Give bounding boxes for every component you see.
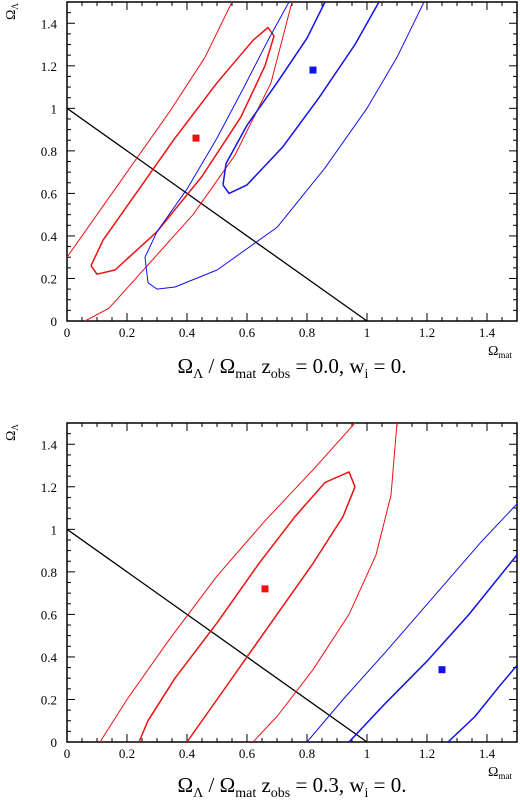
red-contour-1	[138, 471, 356, 742]
x-tick-label: 0.6	[239, 325, 256, 340]
caption-sub: i	[365, 786, 369, 800]
y-tick-label: 0.8	[41, 144, 57, 159]
red-best-fit-point	[192, 134, 200, 142]
plot-panel-2: 0 0.2 0.4 0.6 0.8 1 1.2 1.4 0 0.2 0.4 0.6 0.8 1 1.2 1.4…	[4, 422, 518, 800]
plot-caption: ΩΛ / Ωmat zobs = 0.0, wi = 0.	[178, 354, 407, 382]
x-tick-label: 0.8	[299, 325, 315, 340]
blue-contour-7	[144, 2, 290, 283]
blue-contour-5	[222, 2, 326, 186]
y-axis-label: ΩΛ	[4, 3, 20, 20]
caption-part: z	[256, 354, 271, 378]
caption-part: z	[256, 773, 271, 797]
y-tick-label: 0	[51, 314, 58, 329]
red-contour-2	[99, 423, 356, 742]
y-axis-label: ΩΛ	[4, 424, 20, 441]
y-tick-label: 1.4	[41, 16, 58, 31]
caption-part: /	[203, 773, 219, 797]
blue-best-fit-point	[438, 666, 446, 674]
y-axis-label-main: Ω	[4, 10, 19, 20]
y-tick-label: 0	[51, 735, 58, 750]
x-tick-label: 0.4	[179, 746, 196, 761]
x-axis-label: Ωmat	[488, 344, 512, 360]
flat-universe-line	[67, 107, 368, 321]
x-tick-label: 1	[364, 746, 371, 761]
x-axis-label-sub: mat	[498, 771, 512, 781]
x-tick-label: 1.2	[419, 746, 435, 761]
caption-part: Ω	[178, 773, 194, 797]
y-tick-label: 0.8	[41, 565, 57, 580]
caption-part: /	[203, 354, 219, 378]
y-tick-label: 1	[51, 101, 58, 116]
caption-part: Ω	[220, 354, 236, 378]
y-tick-label: 1.2	[41, 59, 57, 74]
y-tick-label: 0.2	[41, 271, 57, 286]
y-tick-label: 0.6	[41, 607, 58, 622]
plot-frame	[66, 422, 518, 743]
red-best-fit-point	[261, 585, 269, 593]
caption-part: = 0.	[368, 354, 406, 378]
blue-contour-6	[447, 664, 517, 742]
blue-contour-5	[348, 554, 517, 742]
caption-part: = 0.0, w	[290, 354, 365, 378]
x-tick-label: 1.2	[419, 325, 435, 340]
caption-part: Ω	[178, 354, 194, 378]
caption-part: = 0.	[368, 773, 406, 797]
caption-sub: i	[365, 367, 369, 382]
blue-best-fit-point	[309, 66, 317, 74]
x-axis-label-main: Ω	[488, 344, 498, 359]
y-tick-label: 0.4	[41, 650, 58, 665]
x-tick-label: 0.4	[179, 325, 196, 340]
x-tick-label: 0	[64, 325, 71, 340]
x-tick-label: 1.4	[479, 325, 496, 340]
plot-data-area	[67, 423, 517, 742]
y-axis-label-sub: Λ	[10, 424, 20, 431]
y-tick-label: 1.4	[41, 437, 58, 452]
x-tick-label: 1	[364, 325, 371, 340]
flat-universe-line	[67, 528, 368, 742]
plot-caption: ΩΛ / Ωmat zobs = 0.3, wi = 0.	[178, 773, 407, 800]
x-tick-label: 0.6	[239, 746, 256, 761]
red-contour-2	[84, 2, 293, 321]
red-contour-1	[90, 26, 275, 275]
x-axis-label-sub: mat	[498, 350, 512, 360]
caption-sub: obs	[271, 786, 290, 800]
caption-sub: Λ	[193, 786, 204, 800]
x-axis-label: Ωmat	[488, 765, 512, 781]
y-tick-label: 1.2	[41, 480, 57, 495]
caption-part: Ω	[220, 773, 236, 797]
plot-panel-1: 0 0.2 0.4 0.6 0.8 1 1.2 1.4 0 0.2 0.4 0.6 0.8 1 1.2 1.4…	[4, 1, 518, 382]
caption-sub: mat	[235, 367, 256, 382]
plot-data-area	[67, 2, 425, 321]
y-tick-label: 0.2	[41, 692, 57, 707]
blue-contour-6	[147, 2, 425, 290]
x-tick-label: 0	[64, 746, 71, 761]
x-tick-label: 0.2	[119, 325, 135, 340]
caption-sub: mat	[235, 786, 256, 800]
red-contour-3	[67, 2, 233, 258]
y-axis-label-main: Ω	[4, 431, 19, 441]
x-tick-label: 0.2	[119, 746, 135, 761]
x-tick-label: 1.4	[479, 746, 496, 761]
blue-contour-4	[306, 503, 517, 742]
caption-sub: obs	[271, 367, 290, 382]
y-tick-label: 0.6	[41, 186, 58, 201]
y-tick-label: 0.4	[41, 229, 58, 244]
red-contour-3	[252, 423, 398, 742]
y-axis-label-sub: Λ	[10, 3, 20, 10]
y-tick-label: 1	[51, 522, 58, 537]
caption-sub: Λ	[193, 367, 204, 382]
x-axis-label-main: Ω	[488, 765, 498, 780]
caption-part: = 0.3, w	[290, 773, 365, 797]
x-tick-label: 0.8	[299, 746, 315, 761]
blue-contour-4	[222, 2, 380, 195]
